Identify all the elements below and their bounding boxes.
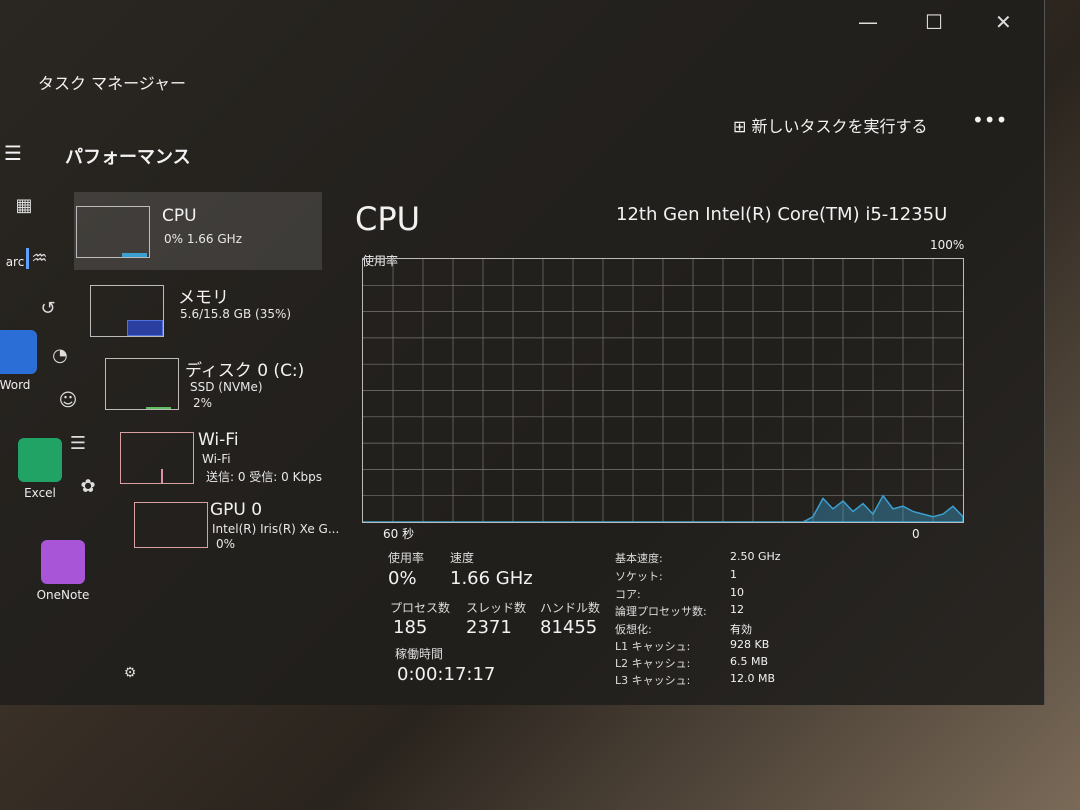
desktop-icon-label: arc [5,255,25,269]
processes-value: 185 [393,617,428,638]
startup-icon[interactable]: ◔ [52,345,68,366]
threads-value: 2371 [466,617,512,638]
detail-value: 6.5 MB [730,655,769,668]
gpu-thumbnail [134,502,208,548]
graph-max: 100% [930,238,965,252]
detail-key: コア: [615,588,641,601]
handles-value: 81455 [540,617,598,638]
usage-label: 使用率 [388,551,425,565]
word-icon [0,330,37,374]
detail-value: 有効 [730,623,752,636]
resource-sub: SSD (NVMe) [190,380,263,394]
resource-name: メモリ [178,288,229,308]
desktop-icon-onenote[interactable]: OneNote [28,540,98,602]
cpu-graph-svg [363,259,964,523]
header: ☰ パフォーマンス [0,135,1044,175]
speed-label: 速度 [450,551,475,565]
cpu-model: 12th Gen Intel(R) Core(TM) i5-1235U [616,204,948,225]
resource-name: Wi-Fi [198,430,239,450]
cpu-thumbnail [76,206,150,258]
app-history-icon[interactable]: ↺ [40,298,56,319]
detail-key: L1 キャッシュ: [615,640,691,653]
desktop-icon-excel[interactable]: Excel [5,438,75,500]
resource-sub: 0% [216,537,236,551]
threads-label: スレッド数 [466,601,527,615]
task-manager-window: タスク マネージャー — ☐ ✕ ☰ パフォーマンス ⊞ 新しいタスクを実行する… [0,0,1045,705]
close-button[interactable]: ✕ [995,10,1012,34]
excel-icon [18,438,62,482]
detail-value: 928 KB [730,638,770,651]
resource-memory[interactable]: メモリ 5.6/15.8 GB (35%) [90,285,330,345]
detail-value: 2.50 GHz [730,550,781,563]
desktop-icon-arc[interactable]: arc [0,255,50,269]
uptime-value: 0:00:17:17 [397,664,496,685]
graph-time-right: 0 [912,527,920,541]
resource-disk[interactable]: ディスク 0 (C:) SSD (NVMe) 2% [105,358,345,418]
detail-key: L3 キャッシュ: [615,674,691,687]
detail-value: 12 [730,603,744,616]
resource-gpu[interactable]: GPU 0 Intel(R) Iris(R) Xe G... 0% [134,500,374,562]
resource-name: ディスク 0 (C:) [185,361,305,381]
graph-label: 使用率 [362,254,399,268]
details-icon[interactable]: ☰ [69,433,87,454]
resource-sub: 2% [193,396,213,410]
performance-icon[interactable]: ♒ [26,248,50,269]
resource-sub: Wi-Fi [202,452,231,466]
wifi-thumbnail [120,432,194,484]
resource-name: CPU [162,206,197,226]
new-task-icon: ⊞ [733,117,747,136]
new-task-label: 新しいタスクを実行する [751,117,928,136]
speed-value: 1.66 GHz [450,568,533,589]
graph-time-left: 60 秒 [383,527,415,541]
main-title: CPU [355,200,421,238]
detail-key: 基本速度: [615,552,663,565]
desktop-icon-word[interactable]: Word [0,330,50,392]
hamburger-icon[interactable]: ☰ [4,141,22,165]
resource-cpu[interactable]: CPU 0% 1.66 GHz [74,192,322,270]
cpu-graph [362,258,964,523]
users-icon[interactable]: ☺ [58,390,78,411]
detail-value: 10 [730,586,744,599]
handles-label: ハンドル数 [540,601,601,615]
services-icon[interactable]: ✿ [80,476,96,497]
resource-wifi[interactable]: Wi-Fi Wi-Fi 送信: 0 受信: 0 Kbps [120,430,360,492]
new-task-button[interactable]: ⊞ 新しいタスクを実行する [733,113,928,137]
detail-value: 12.0 MB [730,672,776,685]
desktop-icon-label: OneNote [36,588,90,602]
resource-sub: 5.6/15.8 GB (35%) [180,307,292,321]
detail-key: ソケット: [615,570,663,583]
resource-sub: Intel(R) Iris(R) Xe G... [212,522,340,536]
memory-thumbnail [90,285,164,337]
desktop-icon-label: Excel [24,486,56,500]
processes-icon[interactable]: ▦ [15,195,33,216]
usage-value: 0% [388,568,417,589]
processes-label: プロセス数 [390,601,451,615]
detail-key: 仮想化: [615,623,652,636]
detail-key: 論理プロセッサ数: [615,605,707,618]
maximize-button[interactable]: ☐ [925,10,943,34]
page-title: パフォーマンス [65,147,191,168]
desktop-icon-label: Word [0,378,31,392]
detail-value: 1 [730,568,737,581]
window-title: タスク マネージャー [38,74,186,93]
resource-sub: 送信: 0 受信: 0 Kbps [206,470,322,484]
disk-thumbnail [105,358,179,410]
resource-name: GPU 0 [210,500,263,520]
more-options-button[interactable]: ••• [972,108,1008,132]
uptime-label: 稼働時間 [395,647,444,661]
minimize-button[interactable]: — [858,10,878,34]
resource-sub: 0% 1.66 GHz [164,232,243,246]
settings-icon[interactable]: ⚙ [123,665,137,681]
onenote-icon [41,540,85,584]
detail-key: L2 キャッシュ: [615,657,691,670]
